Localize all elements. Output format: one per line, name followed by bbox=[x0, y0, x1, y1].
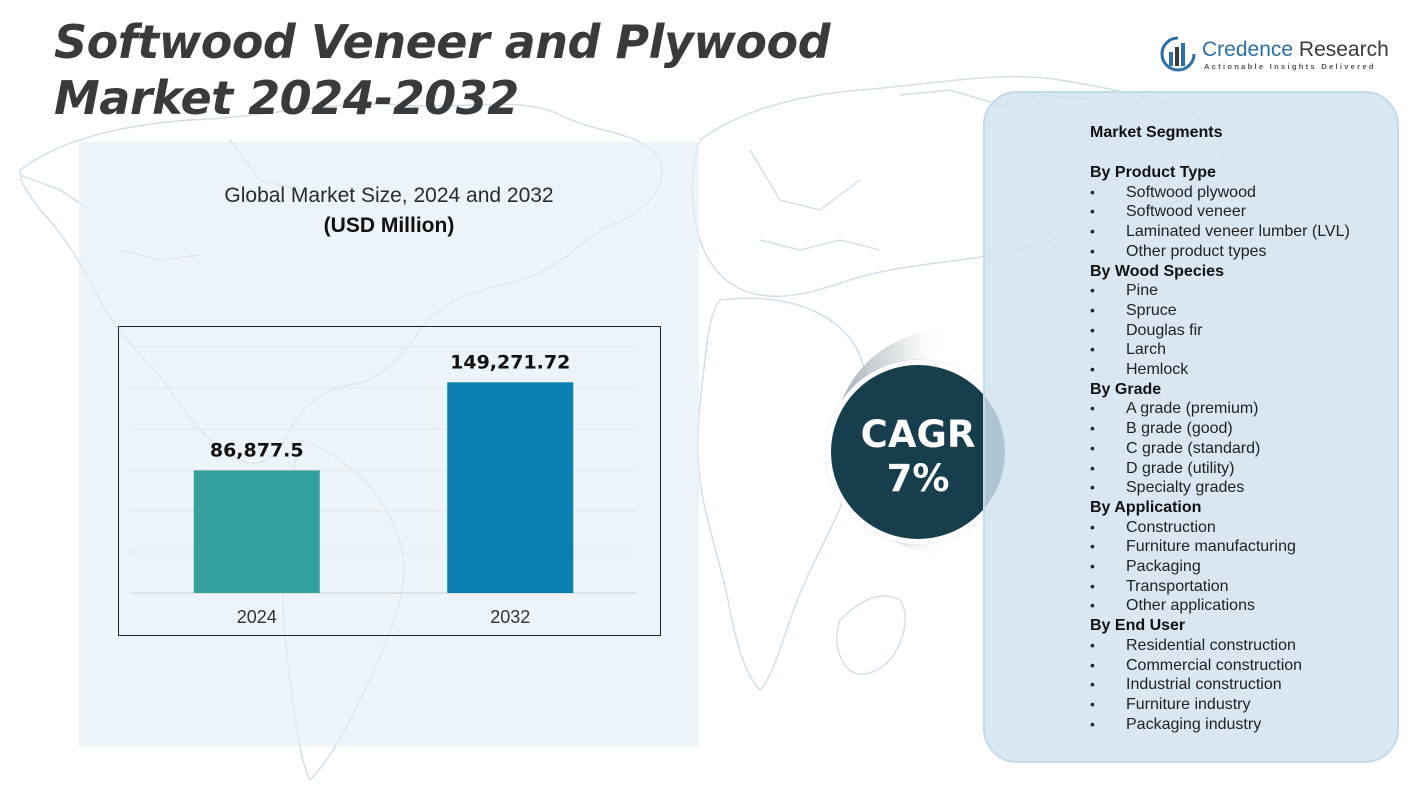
segment-item: Spruce bbox=[1090, 301, 1390, 321]
x-tick-label-2024: 2024 bbox=[237, 607, 277, 627]
segments-heading: Market Segments bbox=[1090, 124, 1223, 141]
bar-chart: 86,877.5 2024 149,271.72 2032 bbox=[130, 346, 637, 627]
brand-logo-icon bbox=[1160, 36, 1196, 72]
segment-item: Larch bbox=[1090, 340, 1390, 360]
chart-panel: Global Market Size, 2024 and 2032 (USD M… bbox=[79, 142, 699, 746]
cagr-label: CAGR bbox=[860, 413, 976, 456]
segment-group-title: By Wood Species bbox=[1090, 262, 1224, 280]
chart-title: Global Market Size, 2024 and 2032 bbox=[224, 184, 554, 207]
segment-item: Other applications bbox=[1090, 596, 1390, 616]
segment-item: Douglas fir bbox=[1090, 321, 1390, 341]
bar-2032 bbox=[447, 382, 574, 593]
segment-item: Other product types bbox=[1090, 242, 1390, 262]
segment-item: Furniture industry bbox=[1090, 695, 1390, 715]
data-label-2032: 149,271.72 bbox=[450, 351, 570, 373]
chart-unit: (USD Million) bbox=[323, 214, 455, 237]
segments-list: By Product Type Softwood plywoodSoftwood … bbox=[1090, 163, 1390, 734]
cagr-badge: CAGR 7% bbox=[826, 360, 1010, 544]
bar-2024 bbox=[193, 470, 320, 593]
segment-item: Softwood veneer bbox=[1090, 202, 1390, 222]
segment-item: Specialty grades bbox=[1090, 478, 1390, 498]
segment-item: Industrial construction bbox=[1090, 675, 1390, 695]
segment-item: Residential construction bbox=[1090, 636, 1390, 656]
segment-item: Hemlock bbox=[1090, 360, 1390, 380]
x-tick-label-2032: 2032 bbox=[490, 607, 530, 627]
segment-item: D grade (utility) bbox=[1090, 459, 1390, 479]
segment-item: A grade (premium) bbox=[1090, 399, 1390, 419]
segment-item: C grade (standard) bbox=[1090, 439, 1390, 459]
segment-item: Construction bbox=[1090, 518, 1390, 538]
cagr-value: 7% bbox=[886, 457, 950, 500]
segment-item: Laminated veneer lumber (LVL) bbox=[1090, 222, 1390, 242]
brand-name: Credence Research bbox=[1202, 38, 1389, 61]
chart-frame bbox=[118, 326, 661, 636]
segment-group-title: By Grade bbox=[1090, 380, 1162, 398]
segment-item: Packaging bbox=[1090, 557, 1390, 577]
segment-item: Transportation bbox=[1090, 577, 1390, 597]
segment-item: B grade (good) bbox=[1090, 419, 1390, 439]
brand-tagline: Actionable Insights Delivered bbox=[1204, 62, 1376, 71]
segment-group-title: By Product Type bbox=[1090, 164, 1216, 181]
segment-item: Softwood plywood bbox=[1090, 183, 1390, 203]
data-label-2024: 86,877.5 bbox=[210, 439, 304, 461]
brand-logo: Credence Research Actionable Insights De… bbox=[1160, 36, 1400, 76]
segment-group-title: By Application bbox=[1090, 498, 1202, 516]
segment-item: Packaging industry bbox=[1090, 715, 1390, 735]
segment-item: Commercial construction bbox=[1090, 656, 1390, 676]
segment-group-title: By End User bbox=[1090, 617, 1186, 635]
page-title: Softwood Veneer and Plywood Market 2024-… bbox=[54, 15, 831, 125]
segment-item: Pine bbox=[1090, 281, 1390, 301]
segment-item: Furniture manufacturing bbox=[1090, 537, 1390, 557]
